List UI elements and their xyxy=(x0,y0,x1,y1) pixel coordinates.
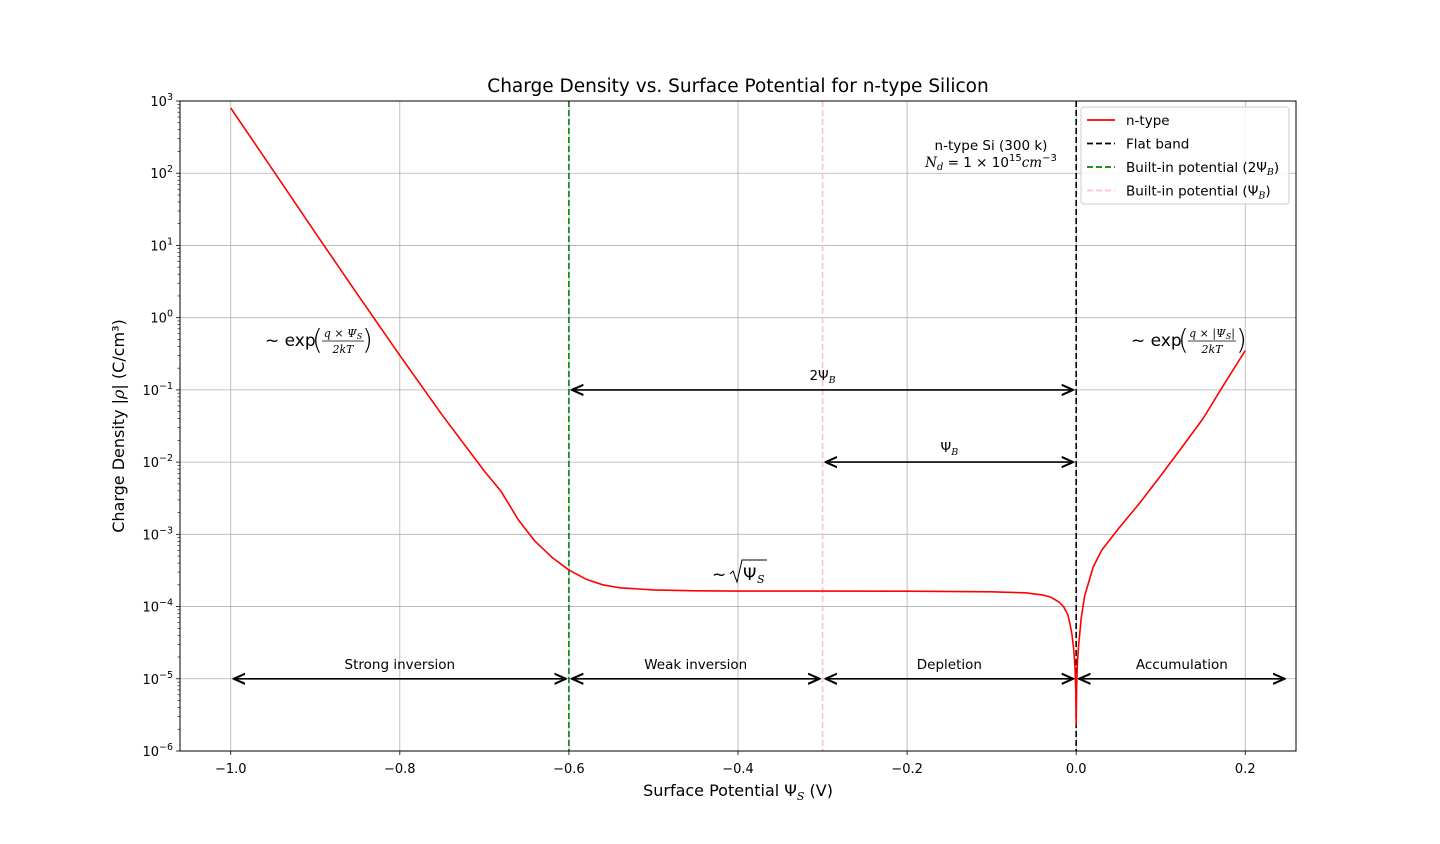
svg-text:(: ( xyxy=(1178,323,1189,356)
svg-text:(: ( xyxy=(312,323,323,356)
svg-text:2kT: 2kT xyxy=(331,343,355,356)
series-layer xyxy=(230,107,1246,726)
svg-text:): ) xyxy=(362,323,373,356)
arrow-label: 2ΨB xyxy=(809,368,835,386)
y-tick-label: 101 xyxy=(150,236,173,254)
arrow-label: Weak inversion xyxy=(644,657,747,673)
svg-text:q × ΨS: q × ΨS xyxy=(324,327,363,341)
x-tick-label: −0.2 xyxy=(891,762,923,777)
y-tick-label: 10−1 xyxy=(142,381,173,399)
legend: n-type Flat band Built-in potential (2ΨB) B… xyxy=(1080,106,1290,205)
arrow-label: Accumulation xyxy=(1136,657,1228,673)
svg-text:S: S xyxy=(757,573,765,586)
svg-text:~ exp: ~ exp xyxy=(265,331,316,351)
sqrt-annotation: ~ Ψ S xyxy=(712,559,767,586)
legend-label: n-type xyxy=(1126,113,1170,129)
x-axis-title-text: Surface Potential Ψ xyxy=(643,781,797,800)
info-line-2: Nd = 1 × 1015cm−3 xyxy=(924,153,1057,173)
y-tick-label: 103 xyxy=(150,92,173,110)
svg-text:2kT: 2kT xyxy=(1200,343,1224,356)
right-exp-annotation: ~ exp ( q × |ΨS| 2kT ) xyxy=(1131,323,1247,356)
y-tick-label: 100 xyxy=(150,309,173,327)
svg-text:Ψ: Ψ xyxy=(743,565,756,585)
arrow-label: ΨB xyxy=(941,440,959,458)
svg-text:): ) xyxy=(1236,323,1247,356)
x-axis-title: Surface Potential ΨS (V) xyxy=(643,781,833,803)
y-tick-label: 10−6 xyxy=(142,742,173,760)
svg-text:~ exp: ~ exp xyxy=(1131,331,1182,351)
y-tick-label: 10−2 xyxy=(142,453,173,471)
info-line-1: n-type Si (300 k) xyxy=(935,138,1048,154)
vertical-reference-lines xyxy=(568,101,1077,751)
arrow-label: Depletion xyxy=(917,657,982,673)
y-tick-label: 10−3 xyxy=(142,525,173,543)
x-tick-label: 0.2 xyxy=(1235,762,1256,777)
chart-title: Charge Density vs. Surface Potential for… xyxy=(487,76,988,97)
x-tick-label: −0.4 xyxy=(722,762,754,777)
x-tick-label: −0.6 xyxy=(553,762,585,777)
left-exp-annotation: ~ exp ( q × ΨS 2kT ) xyxy=(265,323,373,356)
legend-label: Built-in potential (2ΨB) xyxy=(1126,160,1279,178)
svg-text:~: ~ xyxy=(712,565,726,585)
y-tick-label: 102 xyxy=(150,164,173,182)
x-tick-label: −0.8 xyxy=(384,762,416,777)
axis-ticks: −1.0 −0.8 −0.6 −0.4 −0.2 0.0 0.2 10−6 10−5 10−4 10… xyxy=(142,92,1255,777)
y-tick-label: 10−5 xyxy=(142,670,173,688)
annotation-arrows: 2ΨB ΨB Strong inversion Weak inversion Deple… xyxy=(234,368,1285,679)
legend-label: Built-in potential (ΨB) xyxy=(1126,184,1271,202)
y-axis-title: Charge Density |ρ| (C/cm³) xyxy=(109,319,128,533)
arrow-label: Strong inversion xyxy=(345,657,456,673)
legend-box xyxy=(1080,106,1290,205)
series-line-n-type xyxy=(230,107,1246,726)
svg-text:q × |ΨS|: q × |ΨS| xyxy=(1189,327,1235,341)
x-tick-label: −1.0 xyxy=(215,762,247,777)
x-tick-label: 0.0 xyxy=(1066,762,1087,777)
y-tick-label: 10−4 xyxy=(142,598,173,616)
legend-label: Flat band xyxy=(1126,137,1189,153)
